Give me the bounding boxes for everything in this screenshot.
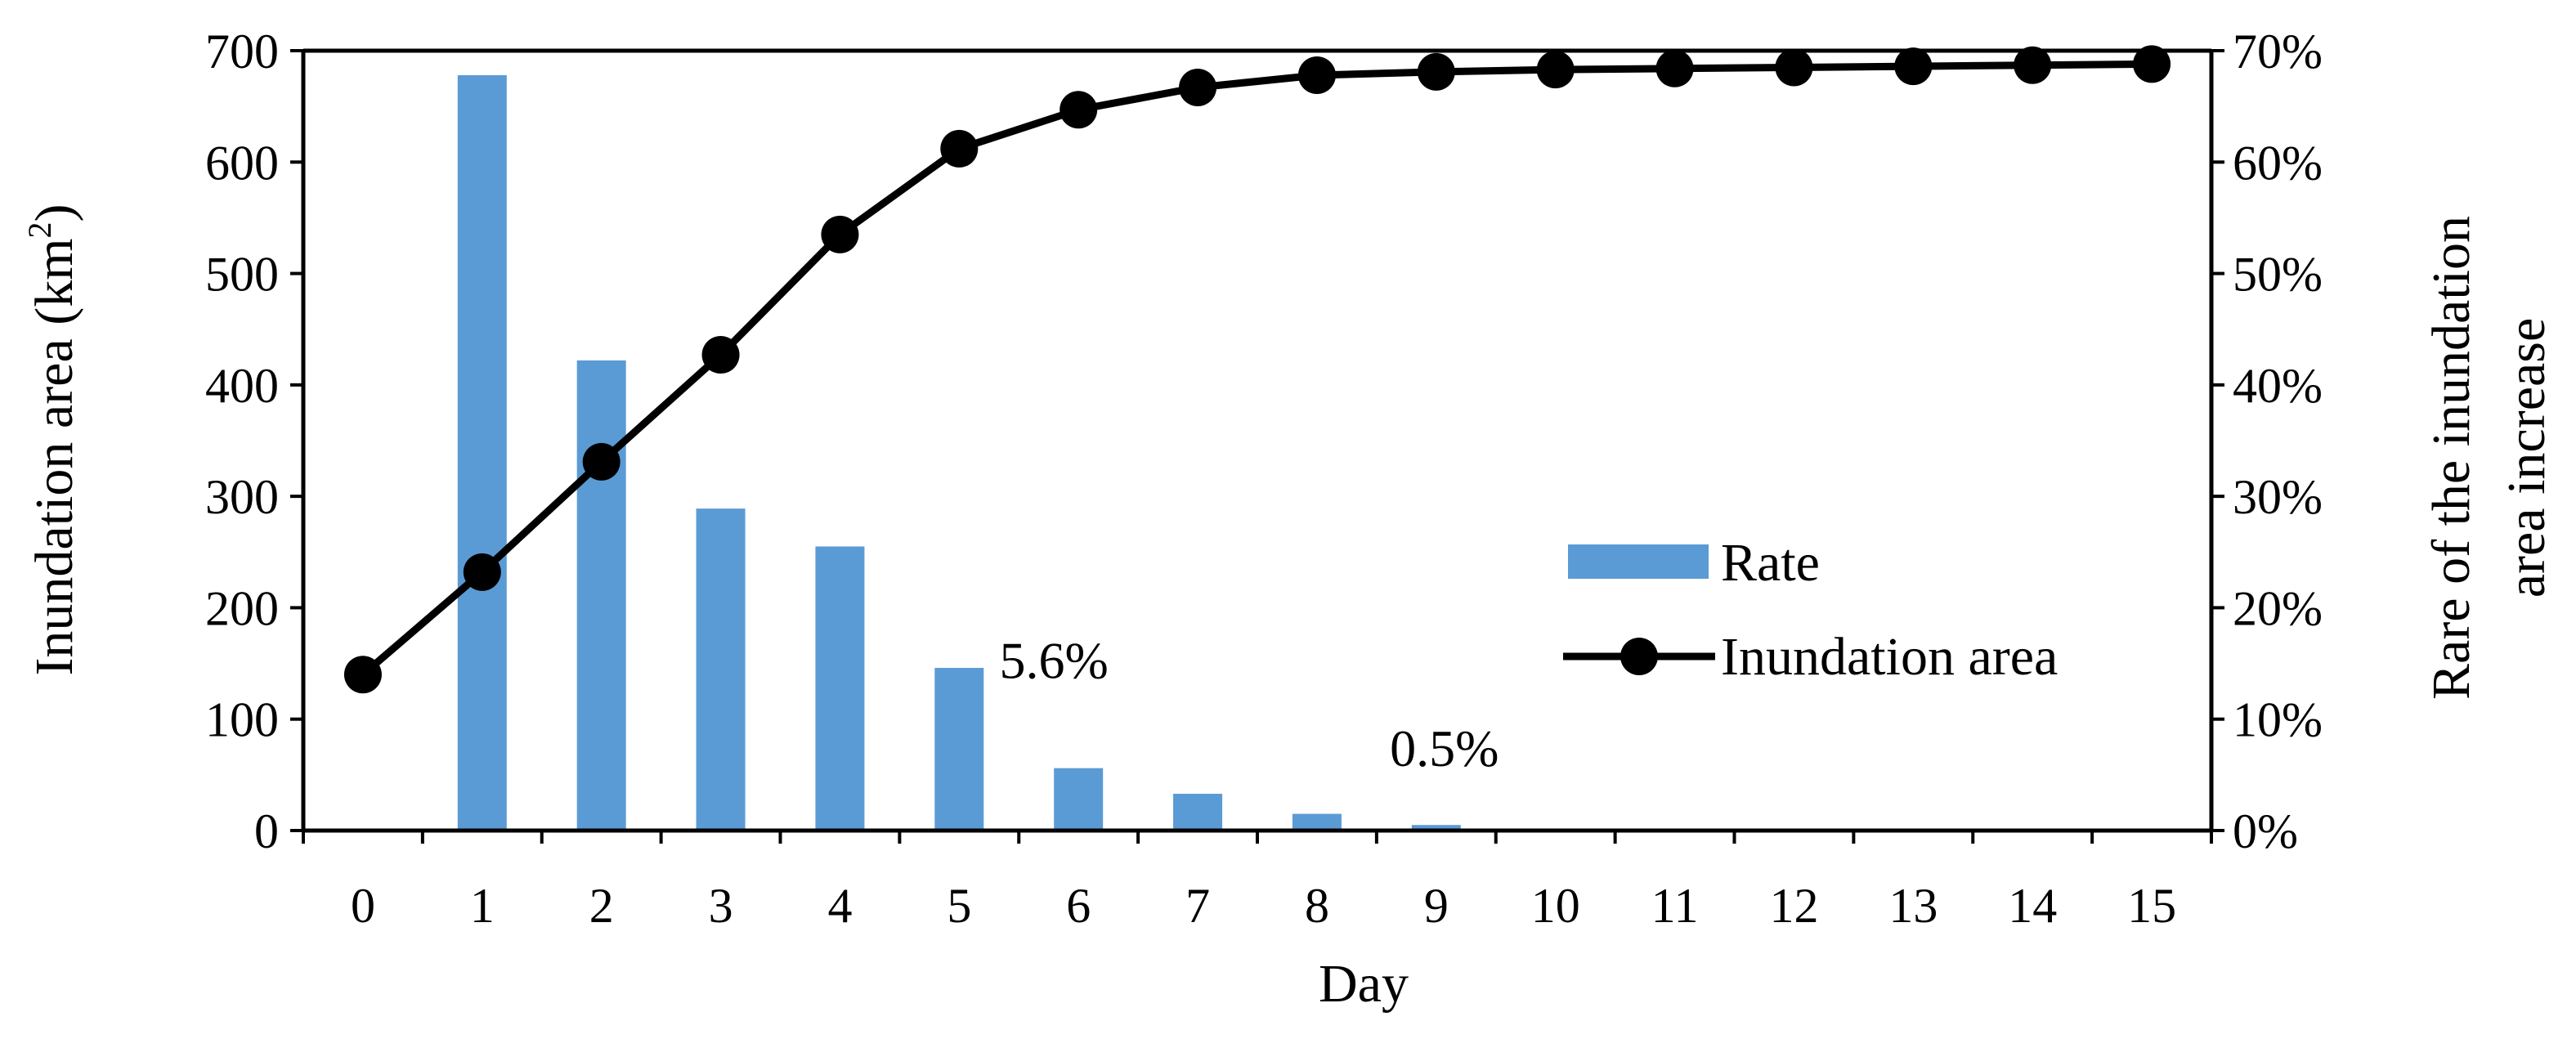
y-axis-left-title-sup: 2	[21, 222, 58, 238]
y-right-tick-label: 50%	[2233, 248, 2323, 302]
point-inundation-day-11	[1655, 49, 1694, 87]
bar-series-rate	[457, 74, 1461, 831]
legend-rate-label: Rate	[1721, 533, 1820, 593]
y-right-tick-label: 70%	[2233, 25, 2323, 78]
y-right-tick-label: 30%	[2233, 470, 2323, 524]
bar-rate-day-2	[576, 360, 626, 831]
y-left-tick-label: 400	[205, 359, 279, 413]
y-axis-left-title-close: )	[25, 204, 84, 222]
x-tick-label: 10	[1531, 879, 1580, 933]
point-inundation-day-12	[1775, 48, 1813, 87]
y-left-tick-label: 700	[205, 25, 279, 78]
y-left-tick-label: 0	[254, 804, 279, 858]
point-inundation-day-0	[343, 656, 382, 694]
y-axis-right-title-line2: area increase	[2497, 318, 2556, 598]
y-axis-left-title-main: Inundation area (km	[25, 238, 84, 675]
x-tick-label: 3	[709, 879, 733, 933]
point-inundation-day-8	[1297, 56, 1336, 94]
point-inundation-day-1	[463, 553, 501, 591]
legend-inundation-marker	[1620, 638, 1658, 675]
point-inundation-day-9	[1417, 52, 1455, 91]
y-left-tick-label: 200	[205, 581, 279, 635]
y-left-tick-label: 300	[205, 470, 279, 524]
x-tick-label: 1	[470, 879, 495, 933]
x-tick-label: 14	[2008, 879, 2057, 933]
bar-rate-day-1	[457, 74, 507, 831]
x-tick-label: 9	[1424, 879, 1449, 933]
annotations: 5.6% 0.5%	[1000, 632, 1499, 778]
point-inundation-day-10	[1536, 51, 1575, 89]
annotation-label: 0.5%	[1390, 719, 1499, 777]
x-tick-label: 8	[1305, 879, 1329, 933]
bar-rate-day-6	[1054, 768, 1104, 831]
legend-inundation-label: Inundation area	[1721, 627, 2058, 687]
ticks: 01002003004005006007000%10%20%30%40%50%6…	[205, 25, 2323, 933]
point-inundation-day-2	[582, 442, 620, 481]
x-tick-label: 15	[2127, 879, 2176, 933]
point-inundation-day-13	[1894, 47, 1933, 86]
y-axis-right-title-line1: Rare of the inundation	[2421, 216, 2481, 700]
y-right-tick-label: 40%	[2233, 359, 2323, 413]
x-tick-label: 5	[947, 879, 971, 933]
x-tick-label: 11	[1651, 879, 1699, 933]
y-right-tick-label: 10%	[2233, 693, 2323, 747]
y-left-tick-label: 600	[205, 136, 279, 190]
legend-rate-swatch	[1568, 544, 1709, 579]
x-axis-title: Day	[1319, 954, 1409, 1014]
x-tick-label: 4	[827, 879, 852, 933]
point-inundation-day-5	[940, 129, 979, 168]
x-tick-label: 6	[1066, 879, 1091, 933]
y-right-tick-label: 0%	[2233, 804, 2298, 858]
point-inundation-day-6	[1060, 91, 1098, 129]
point-inundation-day-4	[821, 215, 859, 253]
bar-rate-day-8	[1292, 813, 1342, 831]
y-axis-left-title: Inundation area (km2)	[21, 204, 84, 675]
line-inundation-area	[361, 60, 2153, 678]
bar-rate-day-9	[1411, 825, 1461, 831]
x-tick-label: 0	[351, 879, 375, 933]
bar-rate-day-5	[934, 668, 984, 831]
x-tick-label: 12	[1769, 879, 1818, 933]
y-right-tick-label: 20%	[2233, 581, 2323, 635]
bar-rate-day-7	[1173, 794, 1223, 831]
legend: Rate Inundation area	[1563, 533, 2058, 687]
point-inundation-day-15	[2133, 45, 2171, 83]
point-inundation-day-3	[701, 336, 740, 374]
bar-rate-day-3	[696, 508, 746, 831]
bar-rate-day-4	[815, 546, 865, 831]
x-tick-label: 13	[1888, 879, 1938, 933]
point-inundation-day-7	[1179, 68, 1217, 106]
x-tick-label: 7	[1185, 879, 1210, 933]
annotation-label: 5.6%	[1000, 632, 1109, 690]
point-inundation-day-14	[2014, 46, 2052, 84]
y-right-tick-label: 60%	[2233, 136, 2323, 190]
y-left-tick-label: 100	[205, 693, 279, 747]
line-series-inundation-area	[343, 45, 2171, 694]
y-left-tick-label: 500	[205, 248, 279, 302]
x-tick-label: 2	[589, 879, 614, 933]
